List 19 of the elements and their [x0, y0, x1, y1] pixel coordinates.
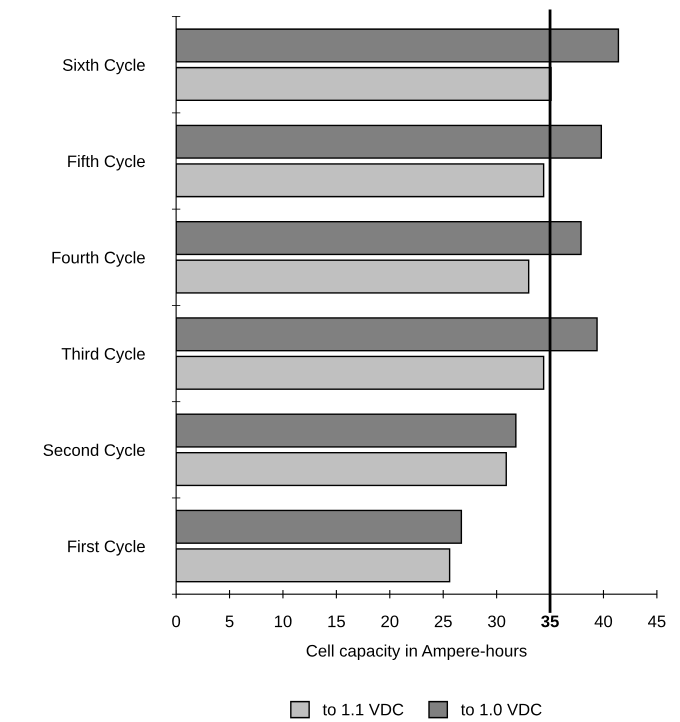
y-tick-label: Second Cycle — [43, 444, 145, 460]
x-tick-label: 15 — [328, 616, 345, 628]
y-tick-label: Fourth Cycle — [52, 251, 145, 267]
y-tick-label: Sixth Cycle — [62, 58, 145, 74]
x-tick-label: 5 — [226, 616, 234, 628]
x-tick-label: 35 — [541, 615, 559, 628]
legend-label: to 1.0 VDC — [460, 704, 542, 716]
y-tick-label: First Cycle — [68, 540, 145, 556]
x-tick-label: 45 — [648, 616, 666, 628]
x-axis-title: Cell capacity in Ampere-hours — [306, 644, 527, 660]
x-tick-label: 40 — [594, 615, 612, 628]
x-tick-label: 30 — [488, 615, 506, 628]
x-tick-label: 0 — [172, 615, 180, 628]
y-tick-label: Fifth Cycle — [68, 154, 145, 171]
x-tick-label: 25 — [434, 615, 452, 628]
legend-label: to 1.1 VDC — [322, 704, 404, 716]
x-tick-label: 20 — [381, 615, 398, 628]
x-tick-label: 10 — [274, 615, 292, 628]
y-tick-label: Third Cycle — [62, 348, 145, 364]
